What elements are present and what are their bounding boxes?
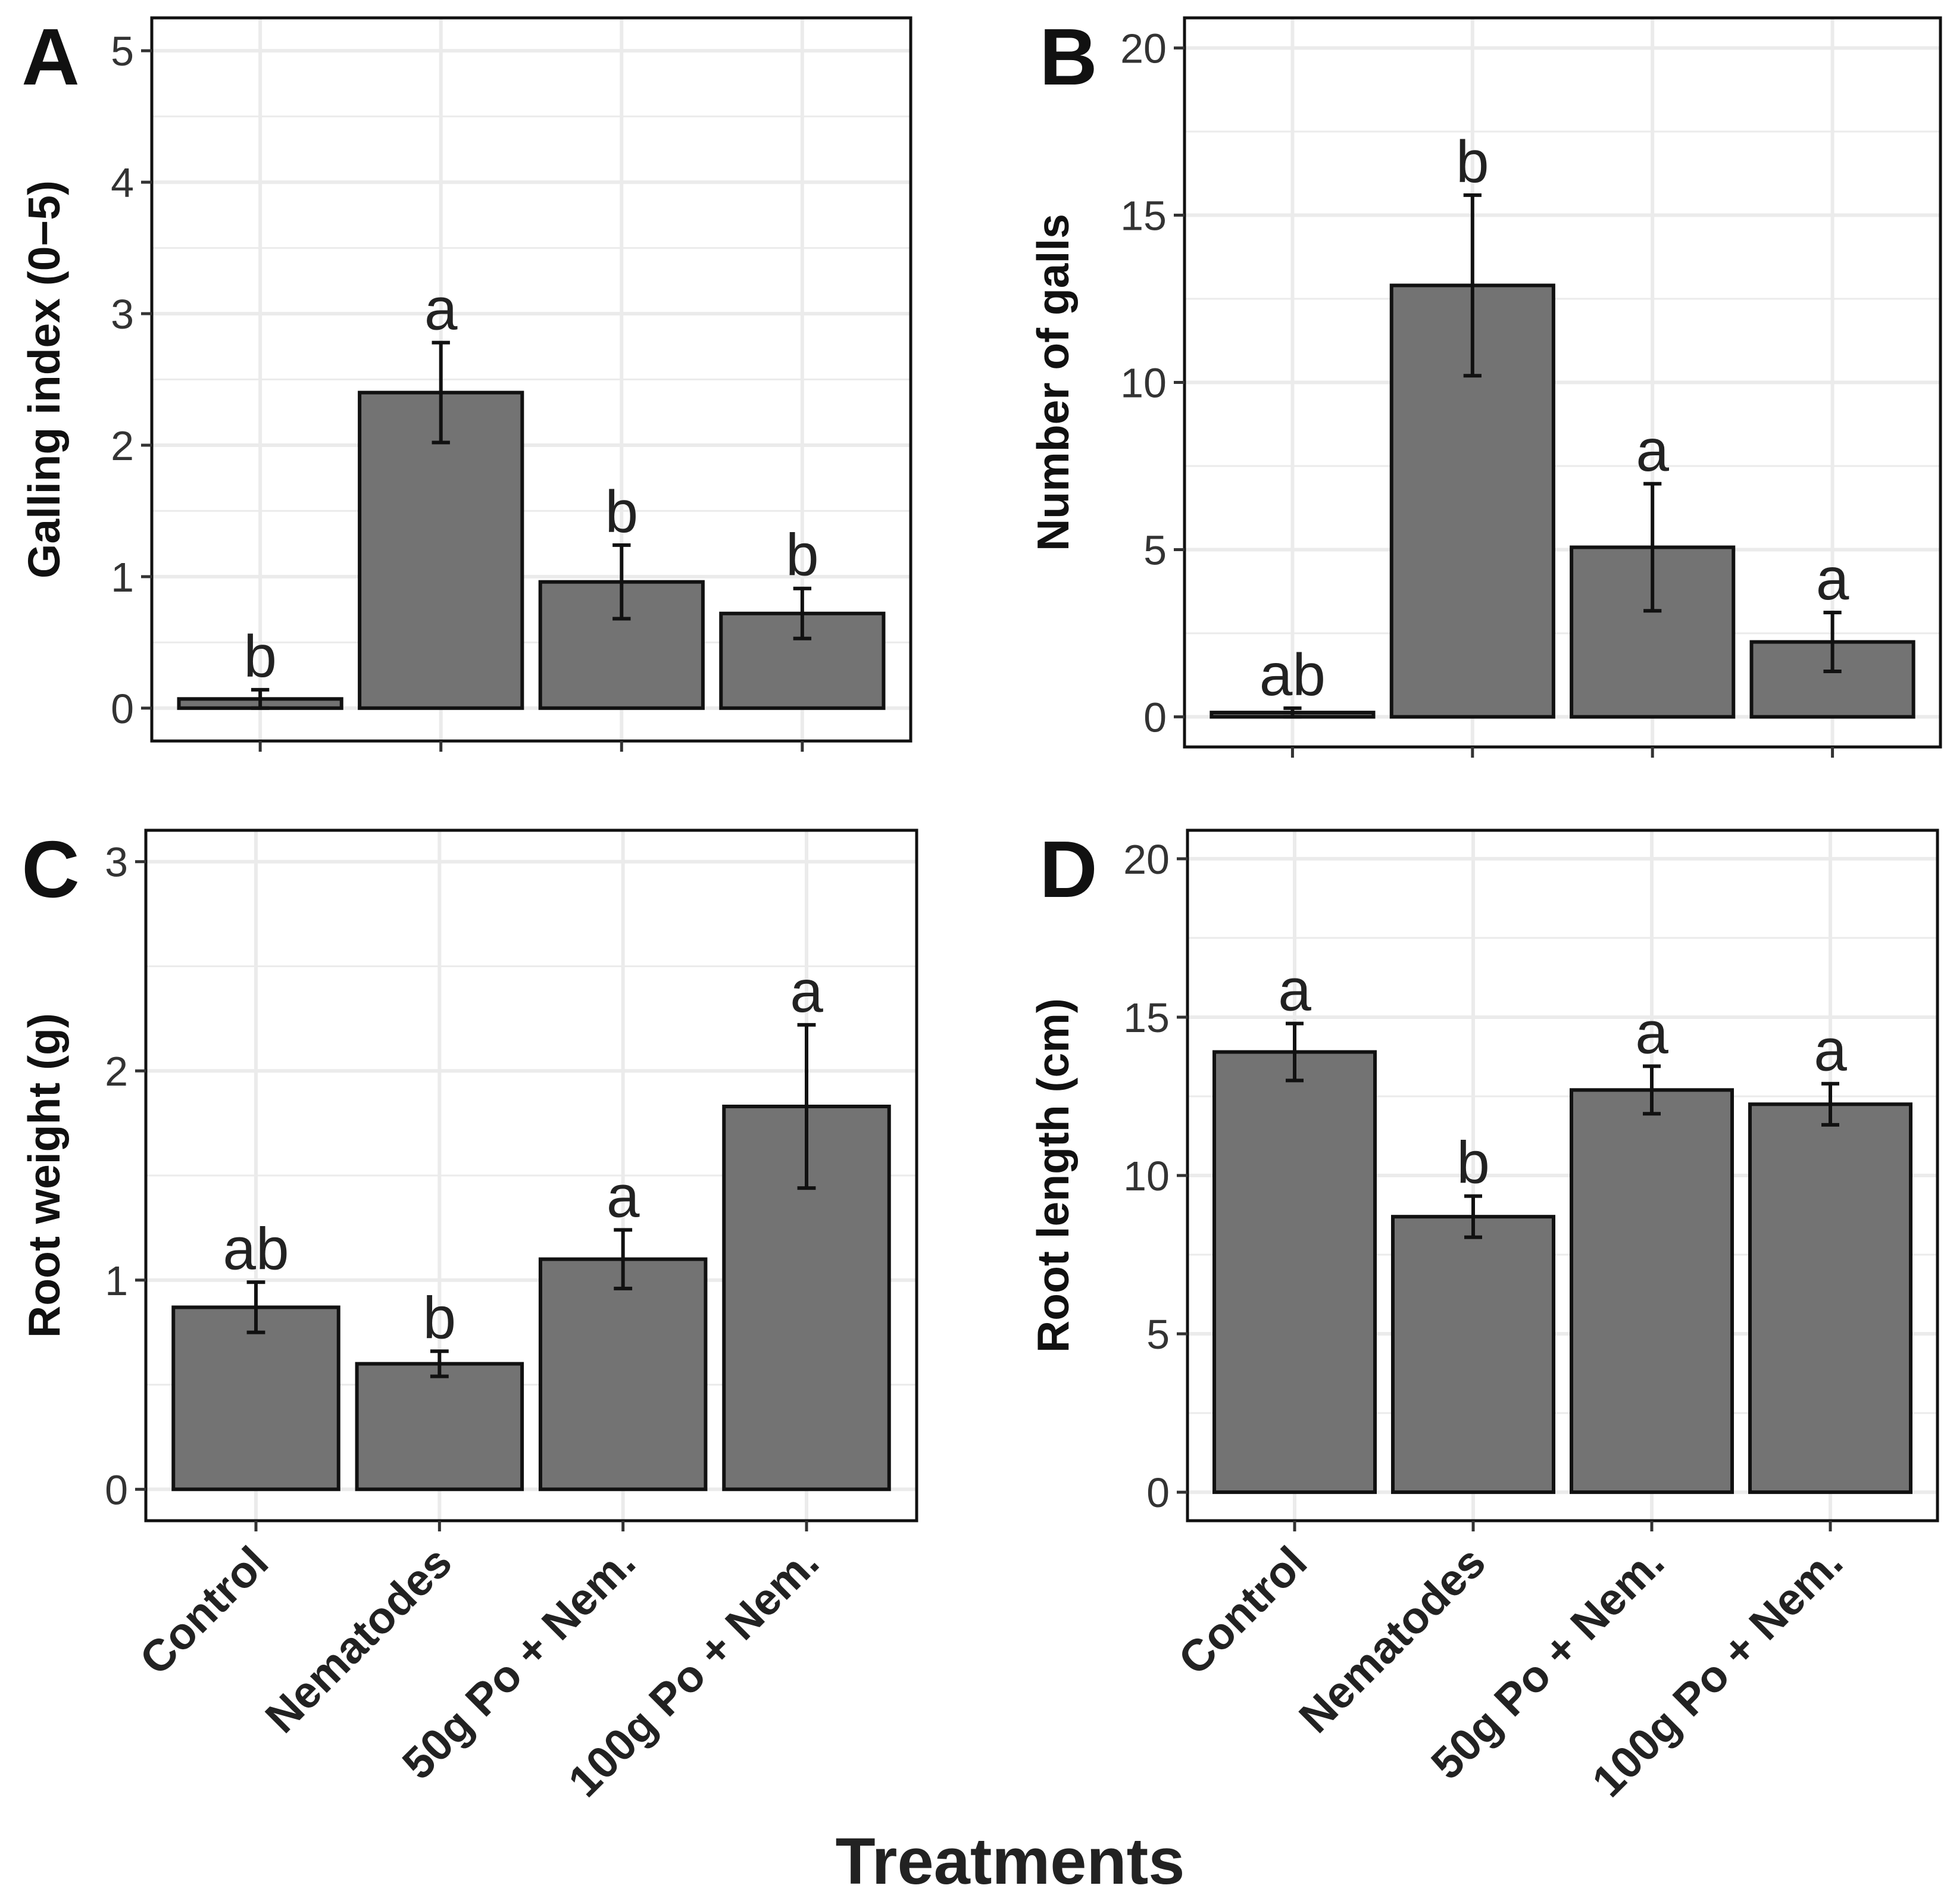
y-tick-label: 3 (111, 291, 134, 337)
significance-letter: a (1635, 999, 1668, 1066)
significance-letter: a (1278, 957, 1311, 1024)
y-tick-label: 5 (1143, 527, 1167, 573)
panel-label: A (21, 12, 80, 102)
y-tick-label: 5 (111, 28, 134, 74)
y-axis-title: Root weight (g) (19, 1013, 69, 1338)
panel-label: B (1039, 12, 1098, 102)
bar (1748, 1102, 1912, 1495)
panel-label: D (1039, 824, 1098, 914)
y-axis-title: Number of galls (1028, 214, 1078, 551)
significance-letter: b (1456, 129, 1489, 195)
y-tick-label: 0 (1146, 1470, 1170, 1516)
y-tick-label: 1 (111, 554, 134, 601)
panel-border (150, 16, 912, 743)
bar (171, 1305, 340, 1492)
significance-letter: a (607, 1163, 640, 1230)
significance-letter: b (1457, 1130, 1490, 1196)
y-tick-label: 15 (1123, 995, 1170, 1041)
significance-letter: a (1814, 1017, 1847, 1084)
bar (1391, 1215, 1555, 1495)
y-tick-label: 1 (105, 1258, 128, 1304)
y-tick-label: 10 (1120, 360, 1167, 407)
y-axis-title: Galling index (0−5) (19, 180, 69, 579)
significance-letter: b (786, 522, 819, 589)
y-tick-label: 20 (1123, 836, 1170, 883)
significance-letter: b (243, 623, 277, 690)
significance-letter: ab (1260, 642, 1326, 708)
panel-b: ab b a a 0 5 10 15 20 Number of galls B (1028, 12, 1942, 758)
significance-letter: a (1816, 546, 1849, 612)
bar (358, 390, 524, 710)
significance-letter: b (423, 1284, 457, 1351)
bar (355, 1362, 524, 1492)
x-axis-title: Treatments (836, 1825, 1185, 1898)
y-tick-label: 2 (105, 1048, 128, 1095)
y-axis-title: Root length (cm) (1028, 998, 1078, 1353)
y-tick-label: 5 (1146, 1311, 1170, 1358)
y-tick-label: 3 (105, 839, 128, 886)
y-tick-label: 0 (105, 1467, 128, 1513)
significance-letter: ab (223, 1215, 289, 1282)
significance-letter: b (605, 479, 638, 545)
y-tick-label: 4 (111, 160, 134, 206)
y-tick-label: 15 (1120, 193, 1167, 239)
bar (1212, 1050, 1377, 1495)
panel-border (144, 828, 918, 1522)
bar (538, 1257, 708, 1492)
significance-letter: a (790, 958, 823, 1025)
bar (1570, 1088, 1734, 1495)
panel-label: C (21, 824, 80, 914)
y-tick-label: 2 (111, 423, 134, 469)
significance-letter: a (1636, 417, 1669, 484)
panel-a: b a b b 0 1 2 3 4 5 Galling index (0−5) A (19, 12, 912, 752)
significance-letter: a (424, 276, 458, 343)
bar (538, 580, 705, 710)
y-tick-label: 10 (1123, 1153, 1170, 1199)
y-tick-label: 0 (111, 686, 134, 732)
y-tick-label: 0 (1143, 694, 1167, 740)
y-tick-label: 20 (1120, 26, 1167, 72)
